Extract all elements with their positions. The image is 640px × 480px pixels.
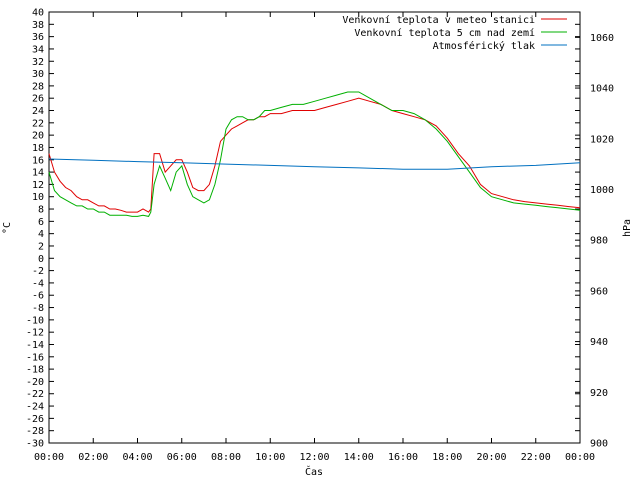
- y-tick-label: -18: [26, 365, 44, 376]
- y-tick-label: -8: [32, 303, 44, 314]
- y-tick-label: -24: [26, 402, 44, 413]
- y-tick-label: 4: [38, 229, 44, 240]
- y-tick-label: -22: [26, 389, 44, 400]
- series-line-1: [48, 97, 581, 213]
- y-tick-label: -12: [26, 328, 44, 339]
- y-tick-label: 18: [32, 143, 44, 154]
- x-tick-label: 06:00: [167, 452, 197, 463]
- y-tick-label: 10: [32, 192, 44, 203]
- y2-tick-label: 960: [590, 286, 608, 297]
- y-tick-label: 14: [32, 168, 44, 179]
- y-tick-label: 24: [32, 106, 44, 117]
- y2-axis-label: hPa: [622, 219, 633, 237]
- x-tick-label: 10:00: [255, 452, 285, 463]
- x-tick-label: 08:00: [211, 452, 241, 463]
- y-tick-label: -30: [26, 439, 44, 450]
- y-tick-label: 22: [32, 118, 44, 129]
- chart-axes: -30-28-26-24-22-20-18-16-14-12-10-8-6-4-…: [26, 8, 614, 464]
- y2-tick-label: 980: [590, 236, 608, 247]
- y-tick-label: 20: [32, 131, 44, 142]
- y-tick-label: -20: [26, 377, 44, 388]
- plot-frame: [48, 11, 581, 444]
- y2-tick-label: 940: [590, 337, 608, 348]
- y-tick-label: -28: [26, 426, 44, 437]
- y-tick-label: -2: [32, 266, 44, 277]
- y-tick-label: 40: [32, 8, 44, 19]
- legend-label-1: Venkovní teplota v meteo stanici: [342, 14, 535, 26]
- y-tick-label: 2: [38, 241, 44, 252]
- y-tick-label: -6: [32, 291, 44, 302]
- y2-tick-label: 1020: [590, 134, 614, 145]
- x-tick-label: 00:00: [565, 452, 595, 463]
- y2-tick-label: 920: [590, 388, 608, 399]
- x-tick-label: 20:00: [476, 452, 506, 463]
- y-tick-label: 26: [32, 94, 44, 105]
- y-tick-label: 34: [32, 44, 44, 55]
- x-tick-label: 04:00: [122, 452, 152, 463]
- y-tick-label: -10: [26, 315, 44, 326]
- x-tick-label: 12:00: [299, 452, 329, 463]
- legend-entry-3: Atmosférický tlak: [433, 40, 567, 52]
- x-tick-label: 22:00: [521, 452, 551, 463]
- y2-tick-label: 1040: [590, 84, 614, 95]
- y2-tick-label: 1000: [590, 185, 614, 196]
- x-tick-label: 00:00: [34, 452, 64, 463]
- series-line-2: [48, 91, 581, 217]
- x-tick-label: 14:00: [344, 452, 374, 463]
- y-tick-label: -26: [26, 414, 44, 425]
- y-tick-label: 36: [32, 32, 44, 43]
- y-tick-label: -4: [32, 278, 44, 289]
- x-tick-label: 16:00: [388, 452, 418, 463]
- x-tick-label: 18:00: [432, 452, 462, 463]
- legend-label-2: Venkovní teplota 5 cm nad zemí: [354, 27, 535, 39]
- y-tick-label: 32: [32, 57, 44, 68]
- y2-tick-label: 900: [590, 439, 608, 450]
- y-tick-label: 28: [32, 81, 44, 92]
- y-tick-label: -14: [26, 340, 44, 351]
- x-axis-label: Čas: [305, 465, 323, 478]
- y2-tick-label: 1060: [590, 33, 614, 44]
- y-tick-label: 12: [32, 180, 44, 191]
- series-layer: [48, 91, 581, 217]
- y-axis-label: °C: [2, 222, 13, 234]
- x-tick-label: 02:00: [78, 452, 108, 463]
- y-tick-label: 8: [38, 205, 44, 216]
- y-tick-label: 30: [32, 69, 44, 80]
- y-tick-label: 38: [32, 20, 44, 31]
- y-tick-label: 0: [38, 254, 44, 265]
- legend-entry-1: Venkovní teplota v meteo stanici: [342, 14, 567, 26]
- legend-entry-2: Venkovní teplota 5 cm nad zemí: [354, 27, 567, 39]
- y-tick-label: 6: [38, 217, 44, 228]
- series-line-3: [48, 158, 581, 170]
- y-tick-label: -16: [26, 352, 44, 363]
- legend: Venkovní teplota v meteo stanici Venkovn…: [342, 14, 567, 52]
- legend-label-3: Atmosférický tlak: [433, 40, 535, 52]
- y-tick-label: 16: [32, 155, 44, 166]
